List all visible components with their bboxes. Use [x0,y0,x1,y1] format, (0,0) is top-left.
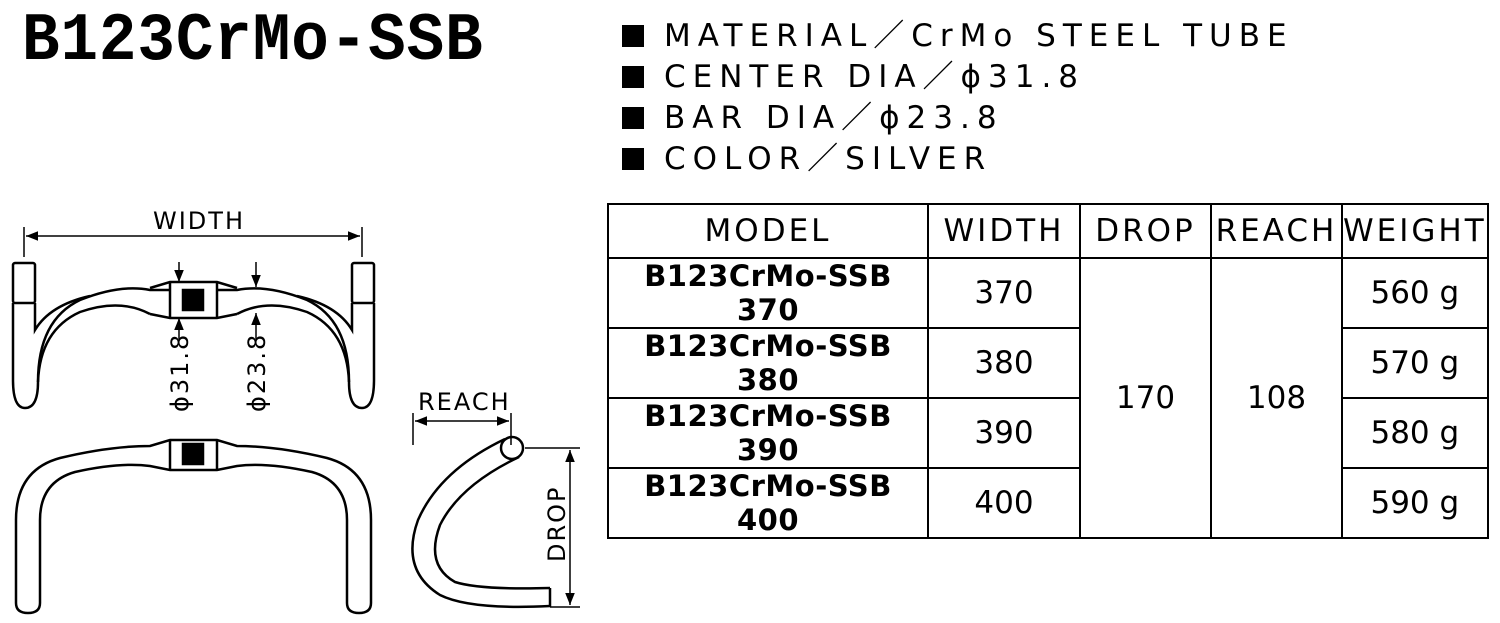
header-drop: DROP [1079,203,1212,259]
spec-center-dia: CENTER DIA／ϕ31.8 [622,57,1294,98]
spec-material-text: MATERIAL／CrMo STEEL TUBE [664,18,1294,54]
spec-list: MATERIAL／CrMo STEEL TUBE CENTER DIA／ϕ31.… [622,16,1294,180]
side-view-drawing [411,413,580,609]
cell-model: B123CrMo-SSB 400 [607,467,929,539]
spec-material: MATERIAL／CrMo STEEL TUBE [622,16,1294,57]
table-row: B123CrMo-SSB 400 400 590 g [607,467,1489,539]
spec-center-dia-text: CENTER DIA／ϕ31.8 [664,59,1086,95]
product-title: B123CrMo-SSB [22,3,484,80]
handlebar-drawings: WIDTH ϕ31.8 ϕ23.8 REACH DROP [11,207,580,615]
table-row: B123CrMo-SSB 370 370 170 108 560 g [607,257,1489,539]
cell-model: B123CrMo-SSB 370 [607,257,929,329]
cell-weight: 560 g [1341,257,1489,329]
header-reach: REACH [1210,203,1343,259]
reach-dimension-label: REACH [418,388,511,416]
top-view-drawing [14,438,373,615]
header-weight: WEIGHT [1341,203,1489,259]
front-view-drawing [11,227,376,410]
drop-dimension-label: DROP [543,485,571,562]
cell-weight: 590 g [1341,467,1489,539]
square-bullet-icon [622,25,644,47]
table-row: B123CrMo-SSB 390 390 580 g [607,397,1489,469]
spec-color-text: COLOR／SILVER [664,141,993,177]
cell-width: 370 [927,257,1081,329]
bar-dia-label: ϕ23.8 [243,333,271,412]
cell-weight: 580 g [1341,397,1489,469]
cell-model: B123CrMo-SSB 380 [607,327,929,399]
spec-bar-dia: BAR DIA／ϕ23.8 [622,98,1294,139]
spec-color: COLOR／SILVER [622,139,1294,180]
header-model: MODEL [607,203,929,259]
square-bullet-icon [622,107,644,129]
spec-bar-dia-text: BAR DIA／ϕ23.8 [664,100,1004,136]
table-header-row: MODEL WIDTH DROP REACH WEIGHT [607,203,1489,259]
square-bullet-icon [622,66,644,88]
cell-weight: 570 g [1341,327,1489,399]
cell-model: B123CrMo-SSB 390 [607,397,929,469]
table-row: B123CrMo-SSB 380 380 570 g [607,327,1489,399]
header-width: WIDTH [927,203,1081,259]
width-dimension-label: WIDTH [153,207,245,235]
cell-width: 390 [927,397,1081,469]
cell-width: 400 [927,467,1081,539]
spec-table: MODEL WIDTH DROP REACH WEIGHT B123CrMo-S… [607,203,1489,539]
cell-drop: 170 [1079,257,1212,539]
square-bullet-icon [622,148,644,170]
cell-reach: 108 [1210,257,1343,539]
center-dia-label: ϕ31.8 [166,333,194,412]
cell-width: 380 [927,327,1081,399]
